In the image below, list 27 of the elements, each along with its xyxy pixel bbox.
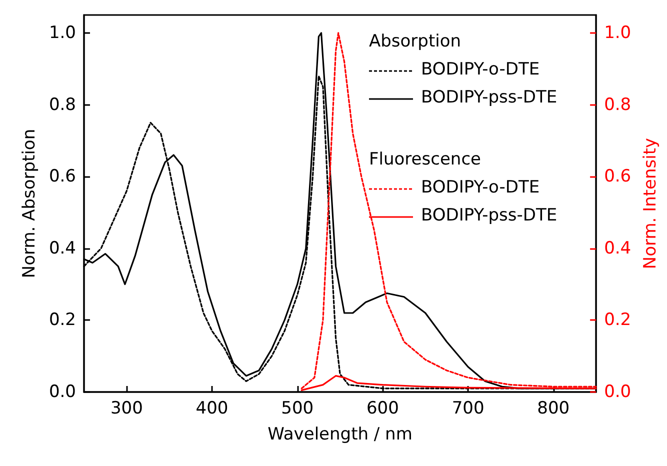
annotation: Fluorescence — [369, 150, 481, 170]
y-tick-label: 0.4 — [48, 238, 76, 258]
legend-label: BODIPY-o-DTE — [421, 60, 540, 80]
legend-label: BODIPY-pss-DTE — [421, 206, 558, 226]
x-tick-label: 500 — [281, 398, 314, 418]
y2-tick-label: 1.0 — [604, 22, 632, 43]
x-tick-label: 800 — [537, 398, 570, 418]
y2-axis-title: Norm. Intensity — [640, 138, 660, 270]
y-tick-label: 1.0 — [48, 22, 76, 43]
y2-tick-label: 0.0 — [604, 382, 632, 402]
y2-tick-label: 0.8 — [604, 94, 632, 115]
y-tick-label: 0.6 — [48, 166, 76, 187]
legend-label: BODIPY-o-DTE — [421, 178, 540, 198]
y-axis-title: Norm. Absorption — [20, 128, 40, 278]
annotation: Absorption — [369, 32, 462, 52]
x-tick-label: 700 — [452, 398, 484, 418]
legend-label: BODIPY-pss-DTE — [421, 88, 558, 108]
x-tick-label: 300 — [110, 398, 143, 418]
x-tick-label: 600 — [366, 398, 399, 418]
y-tick-label: 0.2 — [48, 310, 76, 330]
y2-tick-label: 0.2 — [604, 310, 632, 330]
y2-tick-label: 0.6 — [604, 166, 632, 187]
y-tick-label: 0.0 — [48, 382, 76, 402]
x-tick-label: 400 — [196, 398, 228, 418]
y-tick-label: 0.8 — [48, 94, 76, 115]
x-axis-title: Wavelength / nm — [268, 424, 412, 444]
y2-tick-label: 0.4 — [604, 238, 632, 258]
